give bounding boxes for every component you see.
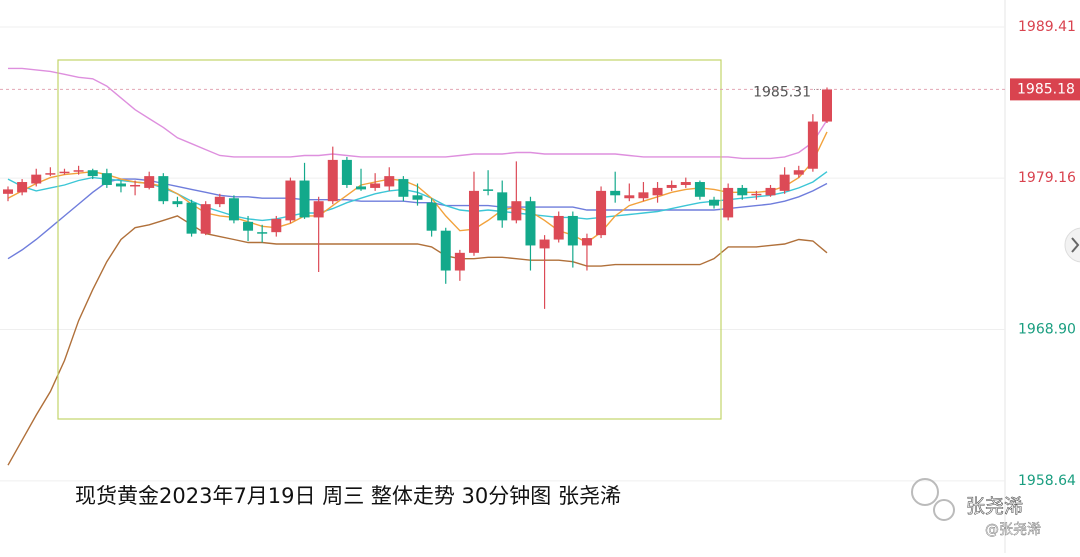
candle-body — [45, 173, 56, 175]
candle-body — [172, 201, 183, 205]
candle-body — [130, 184, 141, 187]
candle-body — [3, 189, 13, 194]
candles — [3, 87, 832, 309]
candle-body — [694, 182, 705, 197]
candle-body — [525, 201, 536, 246]
candle-body — [200, 204, 211, 234]
candle-body — [426, 202, 437, 231]
candle-body — [228, 198, 239, 221]
candle-body — [723, 187, 734, 218]
candle-body — [779, 174, 790, 191]
candle-body — [709, 199, 720, 206]
candle-body — [398, 179, 409, 197]
candle-body — [567, 215, 578, 246]
candle-body — [468, 190, 479, 253]
candle-body — [680, 182, 691, 185]
candle-body — [793, 170, 804, 175]
last-price-box — [1010, 78, 1080, 101]
indicator-line — [8, 67, 828, 160]
candle-body — [497, 192, 508, 221]
candle-body — [384, 176, 395, 187]
scroll-arrow — [1071, 237, 1080, 253]
candle-body — [440, 230, 451, 271]
candle-body — [115, 183, 126, 187]
candle-body — [59, 171, 70, 174]
candle-body — [87, 170, 98, 177]
candle-body — [73, 170, 84, 172]
candle-body — [807, 121, 818, 169]
candle-body — [285, 180, 296, 221]
chart-title: 现货黄金2023年7月19日 周三 整体走势 30分钟图 张尧浠 — [75, 484, 621, 508]
candle-body — [271, 218, 282, 233]
candle-body — [356, 186, 367, 190]
y-tick-label: 1979.16 — [1018, 170, 1076, 186]
candle-body — [17, 182, 28, 193]
candle-body — [144, 176, 155, 188]
candle-body — [822, 89, 832, 122]
candle-body — [370, 183, 381, 188]
candle-body — [483, 189, 494, 191]
candle-body — [751, 193, 762, 196]
y-tick-label: 1968.90 — [1018, 322, 1076, 338]
high-label: 1985.31 — [753, 84, 811, 100]
candle-body — [186, 202, 197, 234]
last-price-label: 1985.18 — [1017, 81, 1075, 97]
annotation-box — [57, 59, 722, 420]
scroll-button[interactable] — [1064, 227, 1080, 263]
y-tick-label: 1958.64 — [1018, 473, 1076, 489]
candle-body — [638, 192, 649, 199]
candle-body — [553, 215, 564, 240]
candle-body — [624, 195, 635, 199]
candle-body — [158, 176, 169, 202]
candle-body — [454, 252, 465, 271]
candle-body — [101, 173, 112, 185]
overlay: 1985.18 1985.31 — [0, 78, 1080, 100]
watermark: @张尧浠 — [985, 522, 1041, 538]
y-tick-label: 1989.41 — [1018, 19, 1076, 35]
candle-body — [313, 201, 324, 218]
candle-body — [596, 190, 607, 236]
candle-body — [610, 190, 621, 196]
watermark-icon — [911, 478, 939, 506]
candle-body — [243, 221, 254, 231]
candle-body — [539, 239, 550, 249]
candle-body — [299, 180, 310, 218]
watermark-icon — [933, 499, 955, 521]
candle-body — [31, 174, 42, 184]
candle-body — [412, 195, 423, 200]
indicator-line — [7, 215, 828, 466]
candle-body — [666, 184, 677, 188]
watermark: 张尧浠 — [966, 496, 1023, 518]
candle-body — [765, 187, 776, 196]
candle-body — [214, 196, 225, 205]
candle-body — [327, 159, 338, 202]
candle-body — [257, 232, 268, 234]
candle-body — [737, 187, 748, 196]
candle-body — [511, 201, 522, 221]
candle-body — [581, 238, 592, 246]
candle-body — [652, 187, 663, 196]
candle-body — [341, 159, 352, 185]
